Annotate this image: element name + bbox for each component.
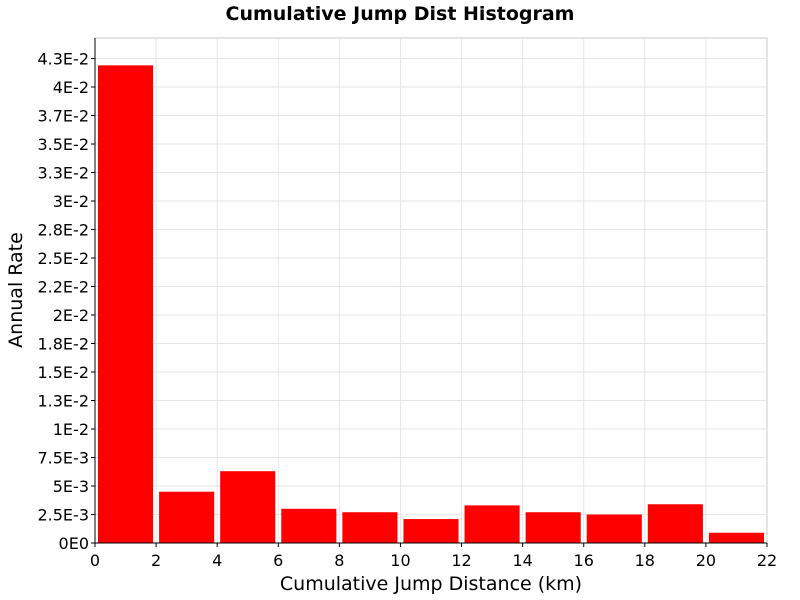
x-tick-label: 8 — [334, 551, 344, 570]
x-tick-label: 16 — [574, 551, 594, 570]
plot-area — [94, 37, 768, 544]
x-tick-label: 10 — [390, 551, 410, 570]
grid-lines — [95, 38, 767, 543]
histogram-bar-9 — [586, 514, 642, 543]
histogram-bar-11 — [708, 532, 764, 543]
y-axis-label: Annual Rate — [5, 232, 27, 348]
y-tick-label: 0E0 — [59, 534, 89, 553]
y-tick-label: 1.8E-2 — [37, 335, 89, 354]
y-tick-label: 5E-3 — [53, 477, 89, 496]
y-tick-label: 1E-2 — [53, 420, 89, 439]
histogram-bar-1 — [98, 65, 154, 543]
y-tick-label: 1.5E-2 — [37, 363, 89, 382]
x-tick-label: 4 — [212, 551, 222, 570]
histogram-bar-8 — [525, 512, 581, 543]
x-tick-label: 20 — [696, 551, 716, 570]
x-axis-label: Cumulative Jump Distance (km) — [280, 573, 582, 595]
histogram-bar-10 — [647, 504, 703, 543]
chart-title: Cumulative Jump Dist Histogram — [226, 3, 575, 25]
y-tick-label: 3.7E-2 — [37, 107, 89, 126]
y-tick-label: 2E-2 — [53, 306, 89, 325]
y-tick-label: 2.8E-2 — [37, 221, 89, 240]
y-tick-label: 7.5E-3 — [37, 449, 89, 468]
y-tick-label: 3.3E-2 — [37, 164, 89, 183]
histogram-bar-4 — [281, 508, 337, 543]
y-tick-label: 4.3E-2 — [37, 50, 89, 69]
x-tick-label: 18 — [635, 551, 655, 570]
histogram-bar-7 — [464, 505, 520, 543]
y-tick-label: 3E-2 — [53, 192, 89, 211]
y-axis-ticks: 0E0 2.5E-3 5E-3 7.5E-3 1E-2 1.3E-2 1.5E-2 1.8E-… — [37, 50, 95, 553]
histogram-bar-2 — [159, 491, 215, 543]
y-tick-label: 3.5E-2 — [37, 135, 89, 154]
histogram-bar-3 — [220, 471, 276, 543]
y-tick-label: 2.5E-3 — [37, 506, 89, 525]
y-tick-label: 4E-2 — [53, 78, 89, 97]
x-tick-label: 6 — [273, 551, 283, 570]
x-axis-ticks: 0 2 4 6 8 10 12 14 16 18 20 22 — [90, 543, 777, 570]
x-tick-label: 0 — [90, 551, 100, 570]
bars — [98, 65, 764, 543]
histogram-bar-5 — [342, 512, 398, 543]
y-tick-label: 2.5E-2 — [37, 249, 89, 268]
y-tick-label: 1.3E-2 — [37, 392, 89, 411]
x-tick-label: 12 — [451, 551, 471, 570]
x-tick-label: 22 — [757, 551, 777, 570]
x-tick-label: 14 — [512, 551, 532, 570]
histogram-bar-6 — [403, 519, 459, 543]
y-tick-label: 2.2E-2 — [37, 278, 89, 297]
x-tick-label: 2 — [151, 551, 161, 570]
